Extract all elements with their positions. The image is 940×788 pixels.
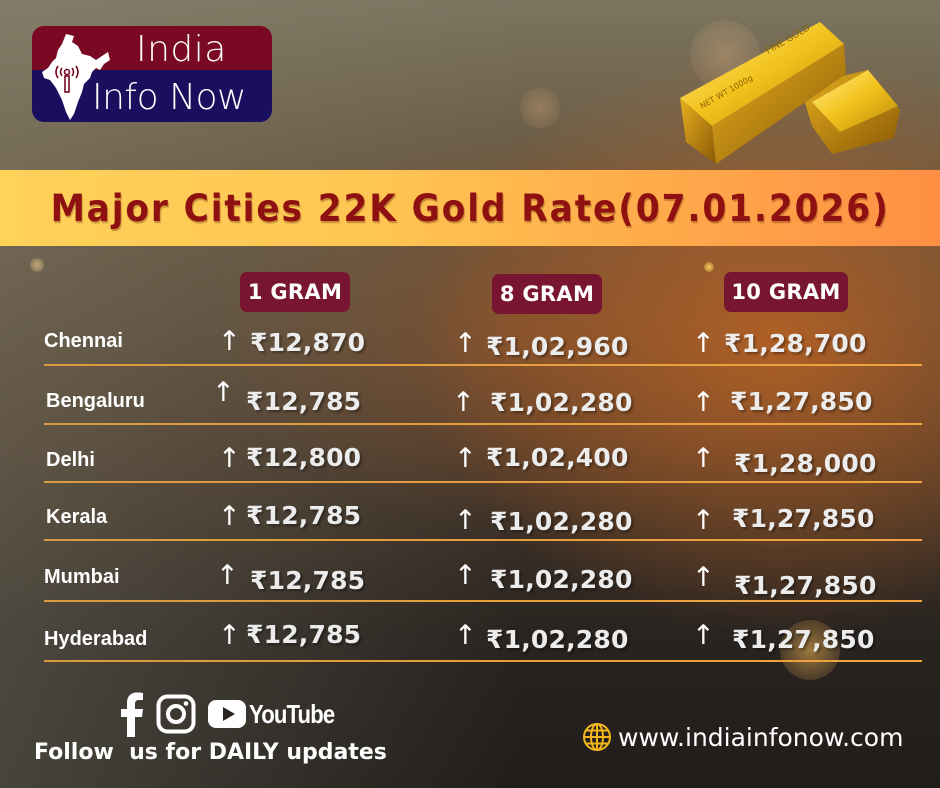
up-arrow-icon: ↑ xyxy=(692,562,715,593)
city-name: Delhi xyxy=(46,449,95,471)
india-info-now-logo: India Info Now xyxy=(32,26,272,122)
price-8-gram: ₹1,02,280 xyxy=(490,507,633,536)
up-arrow-icon: ↑ xyxy=(218,620,241,651)
up-arrow-icon: ↑ xyxy=(212,377,235,408)
bokeh-light xyxy=(520,88,560,128)
up-arrow-icon: ↑ xyxy=(454,328,477,359)
price-10-gram: ₹1,28,000 xyxy=(734,449,877,478)
table-row-bengaluru: Bengaluru ↑ ₹12,785 ↑ ₹1,02,280 ↑ ₹1,27,… xyxy=(0,367,940,425)
gold-bars-image: FINE GOLD NET WT 1000g xyxy=(680,22,900,164)
price-1-gram: ₹12,785 xyxy=(246,501,362,530)
column-header-label: 1 GRAM xyxy=(247,280,343,304)
price-8-gram: ₹1,02,280 xyxy=(490,565,633,594)
logo-text-info-now: Info Now xyxy=(92,77,246,118)
row-divider xyxy=(44,660,922,662)
follow-us-text: Follow us for DAILY updates xyxy=(34,740,387,765)
price-8-gram: ₹1,02,280 xyxy=(486,625,629,654)
price-8-gram: ₹1,02,400 xyxy=(486,443,629,472)
price-1-gram: ₹12,785 xyxy=(246,387,362,416)
up-arrow-icon: ↑ xyxy=(454,620,477,651)
column-header-label: 10 GRAM xyxy=(731,280,841,304)
title-banner: Major Cities 22K Gold Rate(07.01.2026) xyxy=(0,170,940,246)
price-8-gram: ₹1,02,960 xyxy=(486,332,629,361)
column-header-1-gram: 1 GRAM xyxy=(240,272,350,312)
price-1-gram: ₹12,785 xyxy=(246,620,362,649)
price-10-gram: ₹1,27,850 xyxy=(732,625,875,654)
price-1-gram: ₹12,870 xyxy=(250,328,366,357)
up-arrow-icon: ↑ xyxy=(216,560,239,591)
table-row-mumbai: Mumbai ↑ ₹12,785 ↑ ₹1,02,280 ↑ ₹1,27,850 xyxy=(0,544,940,602)
facebook-icon[interactable] xyxy=(120,691,144,737)
up-arrow-icon: ↑ xyxy=(218,443,241,474)
price-10-gram: ₹1,27,850 xyxy=(730,387,873,416)
city-name: Chennai xyxy=(44,330,123,352)
table-row-hyderabad: Hyderabad ↑ ₹12,785 ↑ ₹1,02,280 ↑ ₹1,27,… xyxy=(0,604,940,662)
up-arrow-icon: ↑ xyxy=(692,443,715,474)
up-arrow-icon: ↑ xyxy=(454,560,477,591)
website-link[interactable]: www.indiainfonow.com xyxy=(582,722,903,752)
up-arrow-icon: ↑ xyxy=(692,328,715,359)
up-arrow-icon: ↑ xyxy=(452,387,475,418)
globe-icon xyxy=(583,723,611,751)
social-links: YouTube xyxy=(120,690,349,738)
up-arrow-icon: ↑ xyxy=(692,620,715,651)
website-url: www.indiainfonow.com xyxy=(618,722,904,752)
city-name: Mumbai xyxy=(44,566,120,588)
city-name: Bengaluru xyxy=(46,390,145,412)
row-divider xyxy=(44,600,922,602)
column-header-label: 8 GRAM xyxy=(499,282,595,306)
bokeh-light xyxy=(704,262,714,272)
up-arrow-icon: ↑ xyxy=(454,505,477,536)
logo-text-india: India xyxy=(136,29,227,70)
instagram-icon[interactable] xyxy=(156,694,196,734)
price-10-gram: ₹1,27,850 xyxy=(734,571,877,600)
price-8-gram: ₹1,02,280 xyxy=(490,388,633,417)
price-10-gram: ₹1,28,700 xyxy=(724,329,867,358)
column-header-10-gram: 10 GRAM xyxy=(724,272,848,312)
up-arrow-icon: ↑ xyxy=(454,443,477,474)
city-name: Hyderabad xyxy=(44,628,148,650)
price-10-gram: ₹1,27,850 xyxy=(732,504,875,533)
youtube-link[interactable]: YouTube xyxy=(208,699,349,730)
row-divider xyxy=(44,423,922,425)
bokeh-light xyxy=(30,258,44,272)
table-row-delhi: Delhi ↑ ₹12,800 ↑ ₹1,02,400 ↑ ₹1,28,000 xyxy=(0,425,940,483)
up-arrow-icon: ↑ xyxy=(218,326,241,357)
row-divider xyxy=(44,539,922,541)
price-1-gram: ₹12,800 xyxy=(246,443,362,472)
india-map-icon xyxy=(42,34,110,120)
row-divider xyxy=(44,364,922,366)
up-arrow-icon: ↑ xyxy=(218,501,241,532)
table-row-kerala: Kerala ↑ ₹12,785 ↑ ₹1,02,280 ↑ ₹1,27,850 xyxy=(0,483,940,541)
table-row-chennai: Chennai ↑ ₹12,870 ↑ ₹1,02,960 ↑ ₹1,28,70… xyxy=(0,308,940,366)
up-arrow-icon: ↑ xyxy=(692,505,715,536)
column-header-8-gram: 8 GRAM xyxy=(492,274,602,314)
row-divider xyxy=(44,481,922,483)
city-name: Kerala xyxy=(46,506,108,528)
page-title: Major Cities 22K Gold Rate(07.01.2026) xyxy=(50,186,890,230)
youtube-icon xyxy=(208,700,246,728)
youtube-label: YouTube xyxy=(249,698,335,729)
up-arrow-icon: ↑ xyxy=(692,387,715,418)
price-1-gram: ₹12,785 xyxy=(250,566,366,595)
